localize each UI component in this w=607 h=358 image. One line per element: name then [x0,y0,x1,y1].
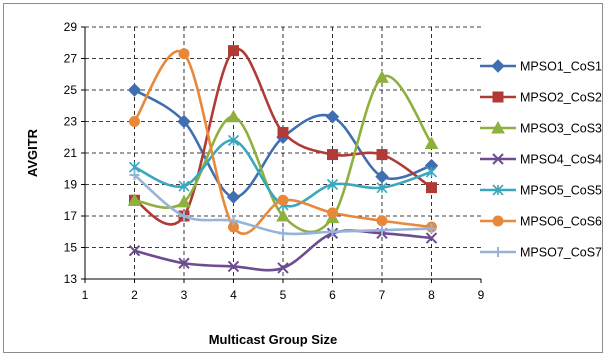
legend-label: MPSO4_CoS4 [520,153,602,167]
data-point [129,170,140,181]
data-point [178,180,190,192]
data-point [375,70,389,83]
legend-label: MPSO1_CoS1 [520,60,602,74]
data-point [177,194,191,208]
legend-label: MPSO3_CoS3 [520,122,602,136]
data-point [178,257,190,269]
data-point [177,114,191,129]
data-point [278,228,288,239]
x-axis-title: Multicast Group Size [209,332,338,347]
y-tick-label: 23 [64,115,78,129]
data-point [426,223,437,234]
data-point [277,262,289,274]
legend-item: MPSO1_CoS1 [480,59,602,74]
data-point [327,207,338,219]
x-tick-label: 4 [230,288,237,302]
y-tick-label: 27 [64,52,78,66]
data-point [127,193,142,206]
y-tick-label: 15 [64,241,78,255]
x-tick-label: 9 [478,288,485,302]
x-tick-label: 5 [280,288,287,302]
data-point [227,260,240,273]
y-tick-label: 19 [64,178,78,192]
data-point [424,136,439,150]
chart-frame: 1 2 3 4 5 6 7 8 9 13 15 17 19 21 23 25 27 29 MPSO1_CoS1 MP… [3,3,603,353]
legend-swatch-marker [491,120,505,134]
legend-item: MPSO4_CoS4 [480,153,602,167]
data-point [277,127,289,139]
y-tick-label: 13 [64,272,78,286]
legend-label: MPSO5_CoS5 [520,184,602,198]
y-tick-label: 25 [64,83,78,97]
series-MPSO3_CoS3 [127,70,439,234]
series-MPSO7_CoS7 [129,170,437,239]
data-point [425,232,438,244]
legend-item: MPSO7_CoS7 [480,246,602,260]
legend-swatch-marker [492,215,504,227]
legend-label: MPSO2_CoS2 [520,91,602,105]
x-tick-label: 8 [428,288,435,302]
data-point [376,149,388,161]
data-point [276,208,290,222]
y-tick-label: 21 [64,146,78,160]
legend-swatch-marker [491,59,505,73]
legend-label: MPSO7_CoS7 [520,246,602,260]
data-point [376,182,388,194]
data-point [129,116,140,127]
legend-swatch-marker [492,91,504,103]
legend: MPSO1_CoS1 MPSO2_CoS2 MPSO3_CoS3 MPSO4_CoS4… [480,59,602,260]
data-point [128,244,141,257]
series-lines [127,45,439,274]
data-point [127,83,142,97]
data-point [425,166,438,178]
data-point [327,226,338,237]
legend-item: MPSO5_CoS5 [480,184,602,198]
grid [85,26,481,279]
data-point [376,215,388,227]
x-tick-label: 6 [329,288,336,302]
data-point [228,45,239,57]
x-tick-label: 1 [82,288,89,302]
data-point [226,190,241,204]
y-tick-label: 17 [64,209,78,223]
data-point [375,169,389,184]
y-tick-label: 29 [64,20,78,34]
legend-item: MPSO2_CoS2 [480,91,602,105]
legend-swatch-marker [492,184,504,196]
data-point [179,211,189,221]
x-tick-label: 7 [379,288,386,302]
y-axis-title: AVGITR [25,128,40,177]
data-point [326,178,339,191]
data-point [327,149,338,161]
x-tick-label: 3 [181,288,188,302]
data-point [228,215,239,226]
legend-item: MPSO6_CoS6 [480,215,602,229]
legend-swatch-marker [493,247,503,257]
data-point [377,225,387,236]
legend-label: MPSO6_CoS6 [520,215,602,229]
data-point [426,182,437,194]
data-point [178,48,190,60]
data-point [325,110,340,124]
legend-item: MPSO3_CoS3 [480,120,602,136]
data-point [226,109,241,123]
x-tick-label: 2 [131,288,138,302]
data-point [277,194,289,206]
legend-swatch-marker [492,153,504,165]
data-point [227,134,240,146]
